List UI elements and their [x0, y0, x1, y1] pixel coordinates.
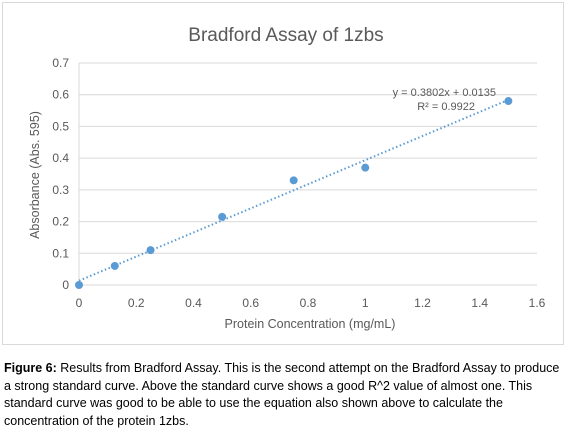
data-point	[361, 163, 370, 172]
x-tick-label: 1.6	[529, 296, 546, 310]
scatter-chart: Bradford Assay of 1zbs 00.10.20.30.40.50…	[28, 25, 546, 331]
trendline	[78, 98, 509, 282]
data-point	[504, 97, 513, 106]
x-tick-label: 1.4	[471, 296, 488, 310]
y-axis-label: Absorbance (Abs. 595)	[28, 111, 42, 239]
y-tick-label: 0	[62, 278, 69, 292]
x-tick-label: 0.4	[185, 296, 202, 310]
y-tick-label: 0.4	[52, 151, 69, 165]
data-point	[289, 176, 298, 185]
data-point	[146, 246, 155, 255]
y-tick-labels: 0 0.1 0.2 0.3 0.4 0.5 0.6 0.7	[52, 56, 69, 292]
y-tick-label: 0.2	[52, 215, 69, 229]
x-tick-labels: 0 0.2 0.4 0.6 0.8 1 1.2 1.4 1.6	[76, 296, 546, 310]
y-tick-label: 0.7	[52, 56, 69, 70]
data-points	[75, 97, 513, 289]
x-tick-label: 0.2	[128, 296, 145, 310]
data-point	[110, 261, 119, 270]
y-tick-label: 0.1	[52, 246, 69, 260]
x-axis-label: Protein Concentration (mg/mL)	[225, 317, 396, 331]
caption-text: Results from Bradford Assay. This is the…	[4, 361, 560, 428]
x-tick-label: 0.6	[242, 296, 259, 310]
gridlines	[78, 62, 537, 286]
x-tick-label: 1.2	[414, 296, 431, 310]
y-tick-label: 0.3	[52, 183, 69, 197]
figure-caption: Figure 6: Results from Bradford Assay. T…	[4, 360, 564, 430]
y-tick-label: 0.5	[52, 119, 69, 133]
x-tick-label: 0.8	[300, 296, 317, 310]
x-tick-label: 1	[362, 296, 369, 310]
y-tick-label: 0.6	[52, 88, 69, 102]
x-tick-label: 0	[76, 296, 83, 310]
trendline-r-squared: R² = 0.9922	[417, 101, 475, 113]
caption-lead: Figure 6:	[4, 361, 57, 375]
trendline-equation: y = 0.3802x + 0.0135	[393, 87, 496, 99]
chart-title: Bradford Assay of 1zbs	[188, 25, 383, 46]
data-point	[218, 212, 227, 221]
chart-area: Bradford Assay of 1zbs 0 0.1 0.2 0.3 0.4 0.5 0…	[2, 2, 564, 345]
data-point	[75, 281, 83, 289]
